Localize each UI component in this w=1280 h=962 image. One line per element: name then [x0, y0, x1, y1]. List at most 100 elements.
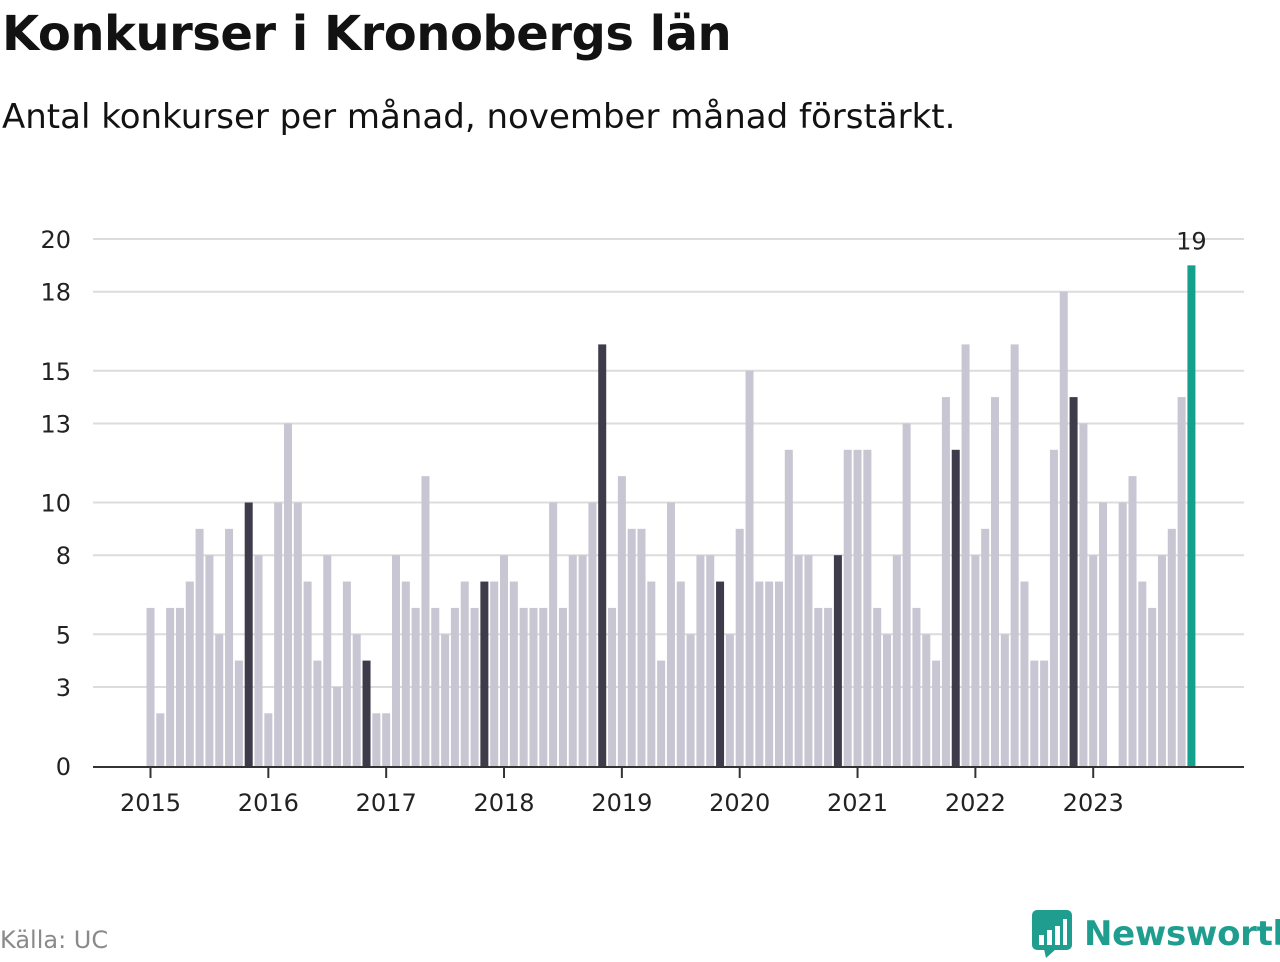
- y-tick-label: 13: [40, 410, 71, 438]
- bar: [755, 581, 764, 766]
- bar: [578, 555, 587, 766]
- bar: [283, 423, 292, 766]
- bar: [716, 581, 725, 766]
- bar: [411, 607, 420, 766]
- bar: [863, 449, 872, 766]
- y-tick-label: 3: [56, 674, 71, 702]
- bar: [941, 397, 950, 766]
- brand-name: Newsworthy: [1084, 914, 1280, 954]
- bar: [598, 344, 607, 766]
- bar: [784, 449, 793, 766]
- x-tick-label: 2020: [709, 789, 770, 817]
- bar: [323, 555, 332, 766]
- bar: [1040, 660, 1049, 766]
- bar: [274, 502, 283, 766]
- bar: [794, 555, 803, 766]
- bar: [372, 713, 381, 766]
- y-tick-label: 10: [40, 490, 71, 518]
- bar: [1128, 476, 1137, 766]
- bar: [951, 449, 960, 766]
- bar: [185, 581, 194, 766]
- bar: [1079, 423, 1088, 766]
- bar: [146, 607, 155, 766]
- bar: [352, 634, 361, 766]
- bar: [470, 607, 479, 766]
- bar: [932, 660, 941, 766]
- bar: [1059, 291, 1068, 766]
- bar: [853, 449, 862, 766]
- x-tick-label: 2021: [827, 789, 888, 817]
- bar: [490, 581, 499, 766]
- bar: [735, 528, 744, 766]
- x-axis-ticks: 2015 2016 2017 2018 2019 2020 2021 2022 2023: [120, 767, 1124, 817]
- bar: [696, 555, 705, 766]
- chart-title: Konkurser i Kronobergs län: [2, 6, 732, 62]
- bar: [657, 660, 666, 766]
- y-tick-label: 15: [40, 358, 71, 386]
- bar: [441, 634, 450, 766]
- bar: [814, 607, 823, 766]
- x-tick-label: 2022: [945, 789, 1006, 817]
- bar: [981, 528, 990, 766]
- bar: [313, 660, 322, 766]
- bar: [804, 555, 813, 766]
- bar: [1099, 502, 1108, 766]
- bar: [568, 555, 577, 766]
- bar: [195, 528, 204, 766]
- bar: [450, 607, 459, 766]
- data-labels: 19: [1176, 227, 1207, 255]
- bar: [902, 423, 911, 766]
- y-axis-ticks: 0 3 5 8 10 13 15 18 20: [40, 226, 71, 781]
- bar: [1069, 397, 1078, 766]
- bar: [666, 502, 675, 766]
- x-tick-label: 2015: [120, 789, 181, 817]
- x-tick-label: 2019: [591, 789, 652, 817]
- bar: [549, 502, 558, 766]
- bar: [971, 555, 980, 766]
- bar: [725, 634, 734, 766]
- bar: [215, 634, 224, 766]
- bar: [912, 607, 921, 766]
- bar: [676, 581, 685, 766]
- bar: [1020, 581, 1029, 766]
- bar: [608, 607, 617, 766]
- bar: [382, 713, 391, 766]
- bar: [500, 555, 509, 766]
- bar: [509, 581, 518, 766]
- bars: [146, 265, 1196, 766]
- bar: [254, 555, 263, 766]
- bar: [234, 660, 243, 766]
- bar: [529, 607, 538, 766]
- bar: [264, 713, 273, 766]
- bar: [156, 713, 165, 766]
- bar: [460, 581, 469, 766]
- bar: [833, 555, 842, 766]
- bar: [392, 555, 400, 766]
- x-tick-label: 2023: [1063, 789, 1124, 817]
- x-tick-label: 2017: [356, 789, 417, 817]
- bar: [588, 502, 597, 766]
- bar: [1118, 502, 1127, 766]
- bar: [1089, 555, 1098, 766]
- bar: [333, 686, 342, 766]
- bar: [1148, 607, 1157, 766]
- bar: [1000, 634, 1009, 766]
- newsworthy-logo[interactable]: Newsworthy: [1032, 906, 1280, 962]
- bar: [774, 581, 783, 766]
- bar: [1010, 344, 1019, 766]
- bar: [647, 581, 656, 766]
- x-tick-label: 2018: [473, 789, 534, 817]
- bar: [1030, 660, 1039, 766]
- y-tick-label: 0: [56, 753, 71, 781]
- data-label: 19: [1176, 227, 1207, 255]
- bar: [244, 502, 253, 766]
- bar: [1187, 265, 1196, 766]
- bar: [892, 555, 901, 766]
- bar: [745, 370, 754, 766]
- bar: [1138, 581, 1147, 766]
- bar: [342, 581, 351, 766]
- bar: [617, 476, 626, 766]
- bar: [293, 502, 302, 766]
- bar: [362, 660, 371, 766]
